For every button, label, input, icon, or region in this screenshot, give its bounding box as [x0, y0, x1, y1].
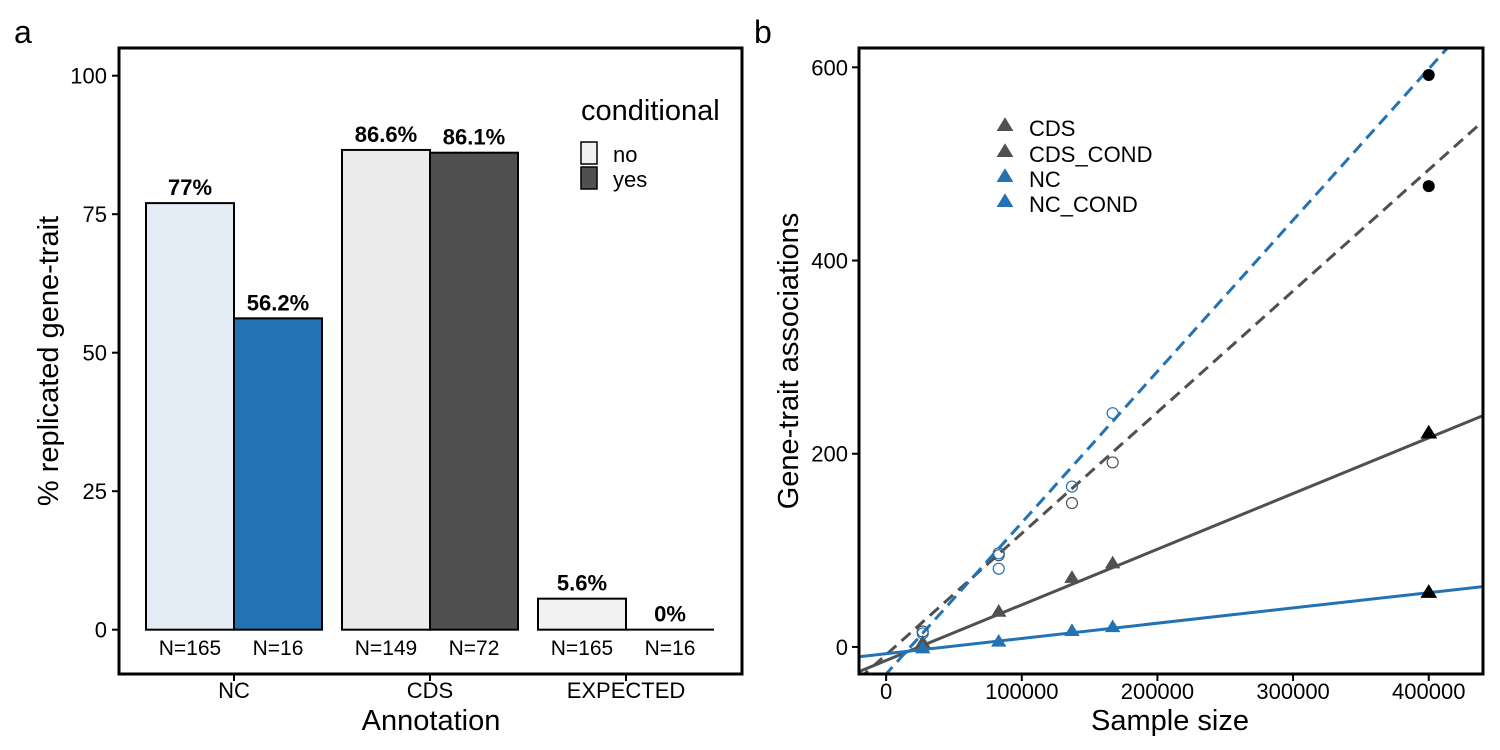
x-tick-label: NC [218, 678, 250, 703]
bar-n-label: N=16 [645, 637, 696, 660]
panel-b-frame [857, 46, 1485, 676]
data-point-circle [1106, 456, 1119, 469]
data-point-triangle [1104, 619, 1121, 633]
legend-swatch-no [580, 141, 598, 165]
data-point-circle [916, 627, 929, 640]
y-tick-label: 0 [836, 635, 848, 660]
extrapolated-point-circle [1422, 69, 1435, 82]
data-point-triangle [1104, 555, 1121, 569]
data-point-triangle [991, 604, 1007, 617]
x-tick-label: 300000 [1256, 679, 1329, 704]
legend-triangle-icon [996, 193, 1014, 207]
legend-triangle-icon [996, 168, 1014, 182]
panel-b-label: b [754, 14, 772, 50]
legend-label: NC [1029, 167, 1061, 192]
data-point-triangle [991, 634, 1007, 647]
panel-a-y-ticks: 0 25 50 75 100 [70, 64, 119, 643]
extrapolated-point-triangle [1420, 584, 1438, 598]
bar-n-label: N=149 [355, 637, 417, 660]
legend-label-yes: yes [613, 167, 647, 192]
panel-b-fit-lines [859, 48, 1483, 674]
y-tick-label: 0 [95, 618, 107, 643]
panel-a-legend: conditional no yes [580, 95, 720, 192]
bar-value-label: 86.1% [443, 125, 505, 150]
data-point-circle [992, 562, 1005, 575]
data-point-circle [1065, 480, 1079, 493]
x-tick-label: CDS [407, 678, 453, 703]
legend-label: NC_COND [1029, 192, 1138, 217]
fit-line-nc-cond [884, 48, 1450, 674]
bar [429, 151, 519, 631]
panel-b-points [915, 69, 1438, 654]
bar-value-label: 86.6% [355, 122, 417, 147]
fit-line-nc [859, 585, 1483, 659]
legend-triangle-icon [996, 143, 1014, 157]
legend-label-no: no [613, 142, 637, 167]
data-point-circle [1106, 407, 1119, 420]
bar [233, 317, 323, 631]
panel-b-scatter-chart: b 0 100000 200000 300000 400000 0 200 400 600 S… [754, 14, 1485, 737]
y-tick-label: 400 [811, 249, 848, 274]
legend-title: conditional [581, 95, 720, 127]
data-point-triangle [1064, 570, 1080, 583]
data-point-circle [992, 547, 1005, 560]
bar [145, 202, 235, 631]
bar-n-label: N=165 [551, 637, 613, 660]
bar-n-label: N=16 [253, 637, 304, 660]
fit-line-cds [859, 414, 1483, 673]
bar-n-label: N=72 [449, 637, 500, 660]
panel-a-label: a [14, 14, 32, 50]
panel-b-x-ticks: 0 100000 200000 300000 400000 [880, 674, 1465, 704]
y-tick-label: 50 [83, 341, 107, 366]
extrapolated-point-circle [1422, 180, 1435, 193]
x-tick-label: EXPECTED [567, 678, 686, 703]
x-tick-label: 400000 [1392, 679, 1465, 704]
fit-line-cds-cond [862, 120, 1483, 674]
panel-a-bars: 77% N=165 56.2% N=16 86.6% N=149 86.1% N=72 5.6%… [145, 122, 714, 660]
panel-b-y-ticks: 0 200 400 600 [811, 55, 859, 660]
panel-a-bar-chart: a 0 25 50 75 100 77% N=165 56.2% N=16 86.6% N=149… [14, 14, 744, 737]
panel-a-x-axis-title: Annotation [362, 705, 501, 737]
y-tick-label: 25 [83, 479, 107, 504]
data-point-triangle [915, 640, 931, 654]
legend-swatch-yes [580, 166, 598, 190]
legend-label: CDS_COND [1029, 142, 1152, 167]
bar [537, 597, 627, 631]
x-tick-label: 100000 [985, 679, 1058, 704]
bar [341, 148, 431, 631]
bar-n-label: N=165 [159, 637, 221, 660]
y-tick-label: 600 [811, 55, 848, 80]
panel-a-x-ticks: NC CDS EXPECTED [218, 674, 685, 703]
legend-triangle-icon [996, 117, 1014, 131]
x-tick-label: 0 [880, 679, 892, 704]
y-tick-label: 200 [811, 442, 848, 467]
bar-value-label: 77% [168, 175, 212, 200]
x-tick-label: 200000 [1121, 679, 1194, 704]
panel-b-y-axis-title: Gene-trait associations [773, 213, 805, 510]
y-tick-label: 100 [70, 64, 107, 89]
legend-label: CDS [1029, 116, 1075, 141]
data-point-triangle [1064, 623, 1080, 637]
bar-value-label: 0% [654, 602, 686, 627]
extrapolated-point-triangle [1420, 424, 1438, 439]
bar-value-label: 5.6% [557, 571, 607, 596]
data-point-circle [1065, 496, 1079, 510]
panel-b-x-axis-title: Sample size [1091, 705, 1249, 737]
bar-value-label: 56.2% [247, 290, 309, 315]
panel-a-y-axis-title: % replicated gene-trait [33, 216, 65, 506]
y-tick-label: 75 [83, 202, 107, 227]
